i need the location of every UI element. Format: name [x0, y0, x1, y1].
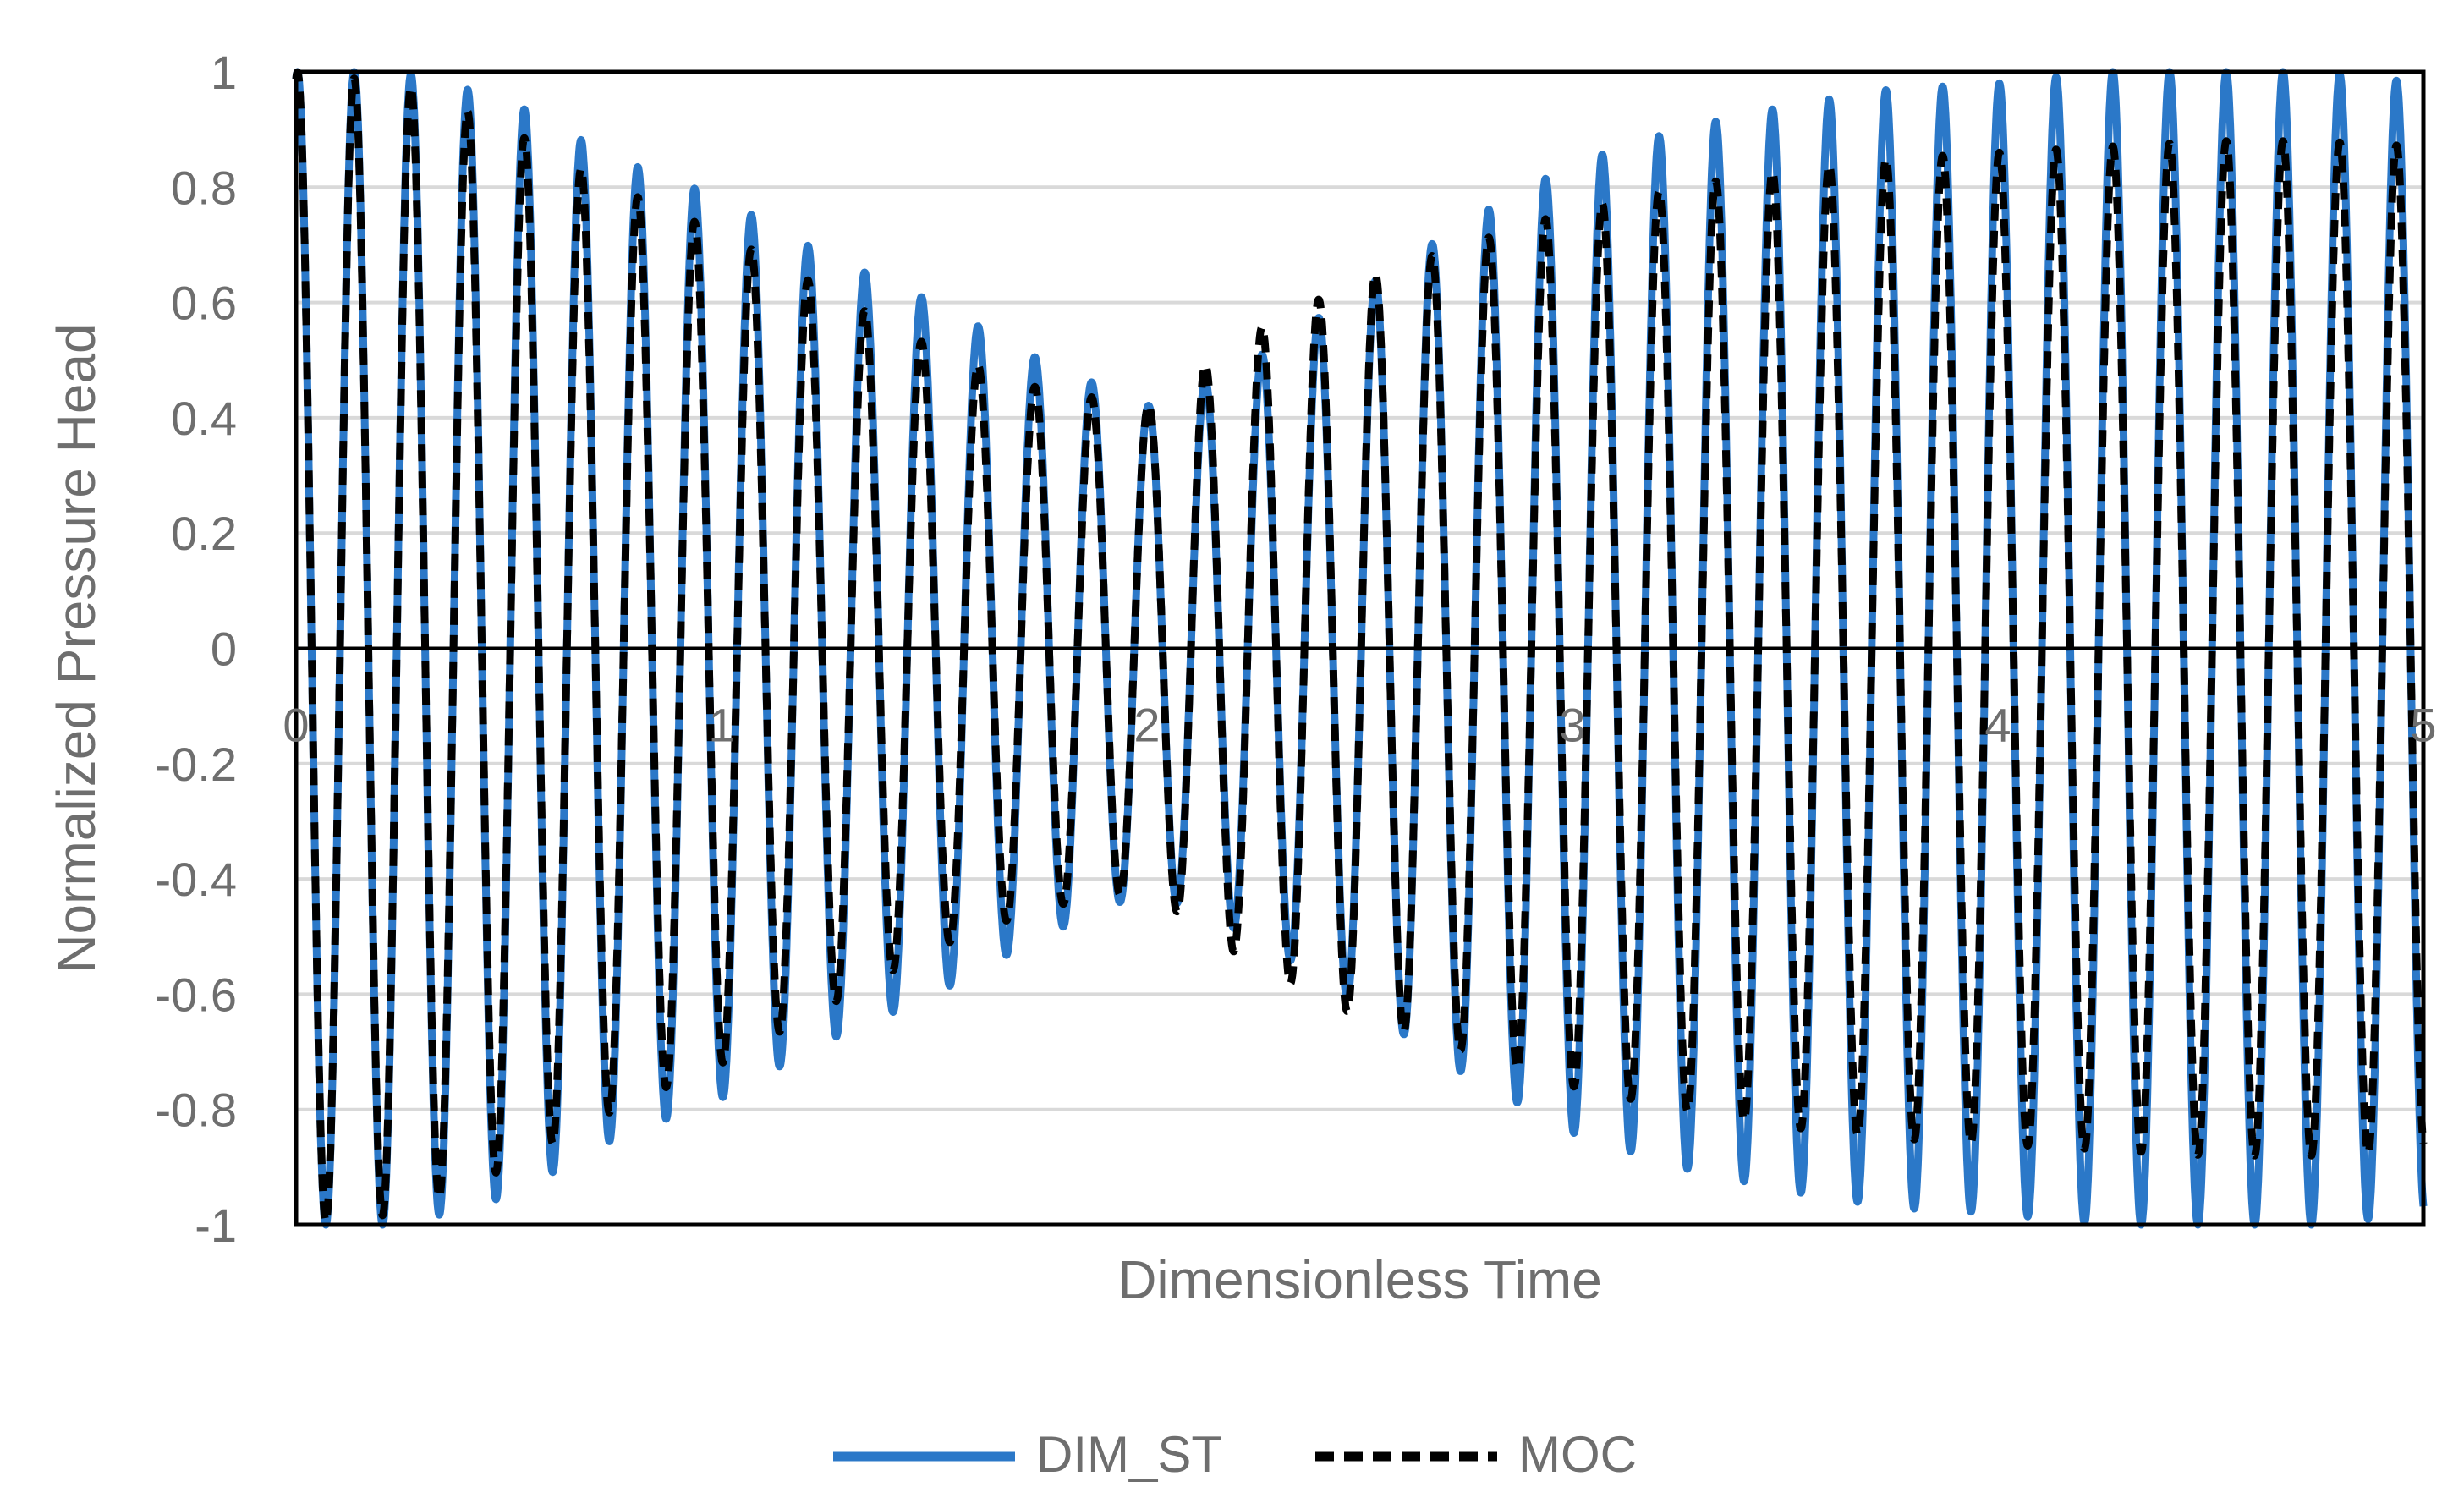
y-tick-label: 0.6 [171, 277, 237, 330]
y-tick-label: 0.2 [171, 507, 237, 560]
x-tick-label: 3 [1559, 699, 1585, 752]
y-tick-labels: 1 0.8 0.6 0.4 0.2 0 -0.2 -0.4 -0.6 -0.8 -1 [156, 46, 238, 1252]
x-tick-label: 2 [1133, 699, 1160, 752]
series-line-moc [292, 68, 2428, 1226]
y-tick-label: 0 [211, 623, 237, 676]
y-tick-label: -0.4 [156, 853, 238, 906]
x-tick-label: 4 [1984, 699, 2011, 752]
y-tick-label: 1 [211, 46, 237, 99]
legend-label-dim-st: DIM_ST [1036, 1426, 1222, 1483]
y-tick-label: -1 [195, 1199, 237, 1252]
y-tick-label: 0.4 [171, 392, 237, 445]
y-tick-label: -0.6 [156, 968, 238, 1021]
x-tick-label: 0 [283, 699, 309, 752]
y-tick-label: 0.8 [171, 161, 237, 214]
legend: DIM_ST MOC [833, 1426, 1637, 1483]
x-tick-labels: 0 1 2 3 4 5 [283, 699, 2436, 752]
series-group [292, 68, 2428, 1229]
x-axis-title: Dimensionless Time [1117, 1249, 1602, 1310]
x-tick-label: 1 [708, 699, 734, 752]
x-tick-label: 5 [2410, 699, 2436, 752]
legend-label-moc: MOC [1518, 1426, 1637, 1483]
y-tick-label: -0.2 [156, 738, 238, 791]
y-axis-title: Normalized Pressure Head [46, 323, 107, 973]
y-tick-label: -0.8 [156, 1084, 238, 1137]
